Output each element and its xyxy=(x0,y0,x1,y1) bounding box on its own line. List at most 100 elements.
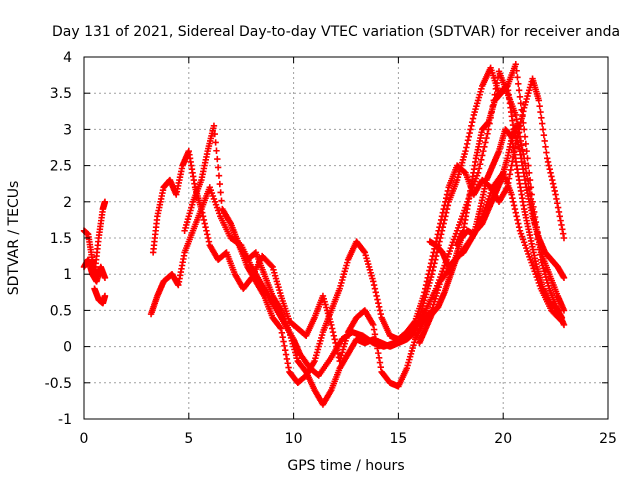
plus-marker xyxy=(540,131,548,139)
plus-marker xyxy=(504,184,511,191)
y-tick-label: 3.5 xyxy=(50,86,72,102)
plus-marker xyxy=(463,140,471,148)
plus-marker xyxy=(375,299,382,307)
plus-marker xyxy=(505,179,512,187)
plus-marker xyxy=(101,274,109,282)
y-tick-label: 3 xyxy=(63,122,72,138)
series-sat-h xyxy=(453,82,568,282)
plus-marker xyxy=(370,281,378,289)
plus-marker xyxy=(544,155,551,162)
x-axis-label: GPS time / hours xyxy=(287,458,404,474)
plus-marker xyxy=(268,262,275,270)
plus-marker xyxy=(431,260,438,267)
y-tick-label: -0.5 xyxy=(45,376,72,392)
plus-marker xyxy=(101,292,109,300)
plus-marker xyxy=(436,238,443,245)
plus-marker xyxy=(505,175,513,182)
plus-marker xyxy=(444,202,452,209)
y-axis-label: SDTVAR / TECUs xyxy=(6,181,22,296)
y-tick-labels: -1 -0.5 0 0.5 1 1.5 2 2.5 3 3.5 4 xyxy=(45,50,72,428)
x-tick-label: 5 xyxy=(184,431,193,447)
plus-marker xyxy=(480,147,487,155)
series-sat-e xyxy=(149,147,566,390)
x-tick-label: 0 xyxy=(80,431,89,447)
plus-marker xyxy=(411,319,418,326)
plus-marker xyxy=(560,274,568,282)
plus-marker xyxy=(510,202,518,209)
plus-marker xyxy=(333,347,341,354)
plus-marker xyxy=(510,198,517,205)
plus-marker xyxy=(538,120,546,127)
plus-marker xyxy=(557,217,564,224)
plus-marker xyxy=(559,230,567,237)
y-tick-label: 2 xyxy=(63,195,72,211)
plus-marker xyxy=(559,226,566,233)
x-tick-label: 25 xyxy=(599,431,617,447)
plus-marker xyxy=(438,227,446,234)
plus-marker xyxy=(482,139,489,146)
plus-marker xyxy=(512,61,519,68)
plus-marker xyxy=(483,134,490,142)
plus-marker xyxy=(200,216,208,224)
plus-marker xyxy=(328,325,336,332)
y-tick-label: 1.5 xyxy=(50,231,72,247)
plus-marker xyxy=(281,342,288,350)
plus-marker xyxy=(515,87,523,94)
chart-title: Day 131 of 2021, Sidereal Day-to-day VTE… xyxy=(52,24,620,40)
plus-marker xyxy=(546,166,553,173)
plus-marker xyxy=(440,220,447,227)
plus-marker xyxy=(519,113,526,120)
plus-marker xyxy=(513,213,520,220)
plus-marker xyxy=(556,213,563,220)
x-tick-labels: 0 5 10 15 20 25 xyxy=(80,431,617,447)
plus-marker xyxy=(277,325,285,332)
plus-marker xyxy=(216,180,224,188)
plus-marker xyxy=(535,97,543,104)
plus-marker xyxy=(468,118,476,126)
plus-marker xyxy=(374,296,381,303)
plus-marker xyxy=(101,198,109,205)
plus-marker xyxy=(558,314,566,321)
plus-marker xyxy=(528,191,535,198)
plus-marker xyxy=(432,252,440,260)
plus-marker xyxy=(376,359,384,366)
plus-marker xyxy=(428,271,436,278)
series-sat-b xyxy=(80,256,109,285)
plus-marker xyxy=(442,209,450,216)
plus-marker xyxy=(560,307,568,314)
plus-marker xyxy=(285,364,292,371)
plus-marker xyxy=(333,343,340,350)
plus-marker xyxy=(513,67,520,74)
plus-marker xyxy=(511,205,519,213)
plus-marker xyxy=(372,289,379,296)
plus-marker xyxy=(537,108,544,116)
plus-marker xyxy=(507,166,514,174)
plus-marker xyxy=(515,80,522,87)
plus-marker xyxy=(437,231,445,238)
plus-marker xyxy=(376,307,384,314)
x-tick-label: 10 xyxy=(285,431,303,447)
plus-marker xyxy=(437,234,444,242)
plus-marker xyxy=(210,122,218,129)
plus-marker xyxy=(481,143,488,150)
plus-marker xyxy=(516,93,524,101)
plus-marker xyxy=(203,227,210,234)
plus-marker xyxy=(553,195,560,203)
plus-marker xyxy=(439,223,447,231)
plus-marker xyxy=(276,324,284,331)
plus-marker xyxy=(374,345,381,352)
plus-marker xyxy=(509,194,516,202)
plus-marker xyxy=(430,263,437,271)
plus-marker xyxy=(518,106,525,114)
plus-marker xyxy=(202,223,209,231)
plus-marker xyxy=(282,347,289,354)
plus-marker xyxy=(560,234,568,242)
plus-marker xyxy=(514,74,521,81)
plus-marker xyxy=(542,143,549,150)
series-sat-g xyxy=(227,61,568,408)
plus-marker xyxy=(329,328,337,336)
plus-marker xyxy=(536,103,543,110)
plus-marker xyxy=(484,130,491,137)
plus-marker xyxy=(211,130,218,138)
plus-marker xyxy=(512,111,519,119)
